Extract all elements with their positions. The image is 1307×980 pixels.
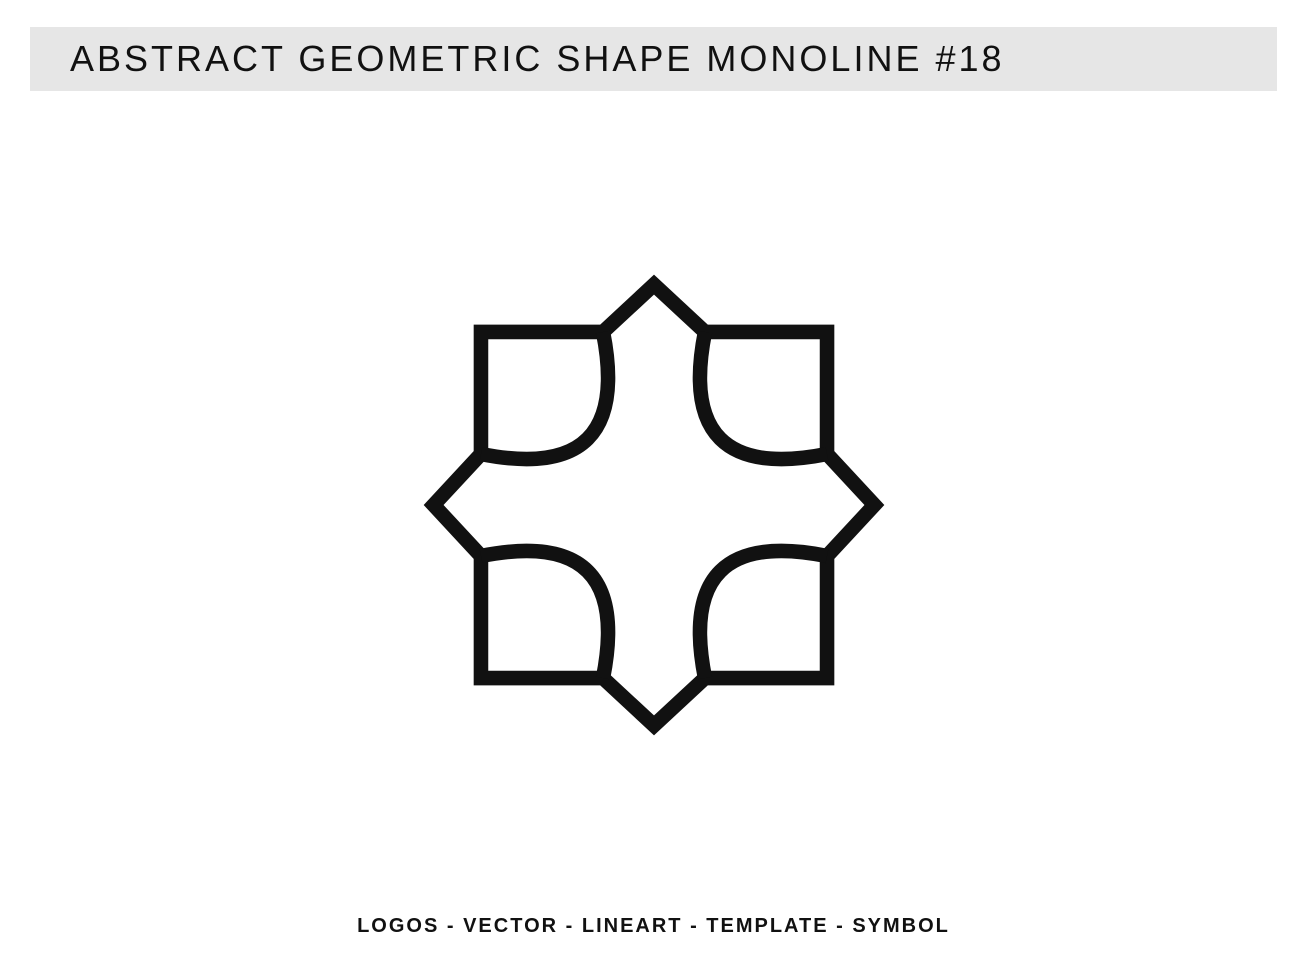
geometric-monoline-icon — [399, 250, 909, 760]
header-band: ABSTRACT GEOMETRIC SHAPE MONOLINE #18 — [30, 27, 1277, 91]
footer-tags: LOGOS - VECTOR - LINEART - TEMPLATE - SY… — [0, 915, 1307, 938]
page-title: ABSTRACT GEOMETRIC SHAPE MONOLINE #18 — [70, 38, 1005, 80]
figure-canvas — [0, 120, 1307, 890]
